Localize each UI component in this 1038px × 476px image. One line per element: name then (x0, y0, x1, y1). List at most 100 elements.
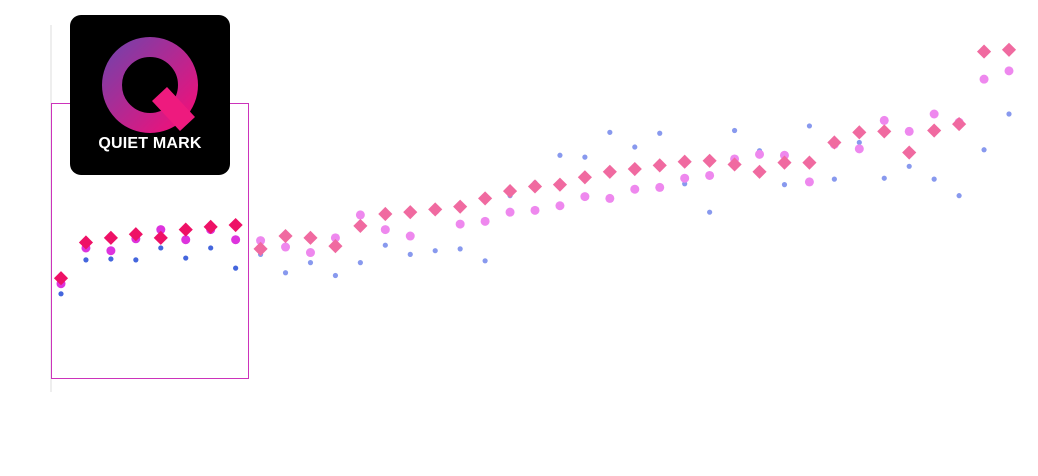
diamond-point (752, 164, 767, 179)
dot-point (607, 129, 613, 135)
diamond-point (802, 155, 817, 170)
circle-point (929, 109, 939, 119)
circle-point (405, 231, 415, 241)
circle-point (256, 236, 266, 246)
dot-point (781, 182, 788, 188)
diamond-point (627, 161, 642, 177)
circle-point (879, 115, 889, 125)
diamond-point (78, 235, 94, 250)
circle-point (779, 150, 789, 160)
circle-point (1004, 66, 1014, 76)
circle-point (755, 149, 765, 159)
circle-point (680, 173, 690, 183)
dot-point (332, 272, 339, 279)
chart-marks (53, 42, 1017, 297)
dot-point (931, 176, 937, 182)
diamond-point (502, 183, 518, 199)
diamond-point (527, 179, 543, 194)
diamond-point (178, 222, 193, 237)
diamond-point (577, 170, 592, 185)
dot-point (382, 242, 388, 248)
circle-point (330, 233, 340, 243)
dot-point (307, 260, 314, 266)
dot-point (233, 265, 239, 271)
q-logo-icon (102, 37, 198, 133)
dot-point (482, 258, 488, 264)
circle-point (854, 144, 864, 154)
dot-point (282, 270, 289, 276)
diamond-point (976, 44, 992, 59)
diamond-point (328, 239, 343, 254)
diamond-point (303, 230, 318, 245)
diamond-point (552, 177, 568, 192)
dot-point (133, 257, 139, 263)
circle-point (530, 205, 540, 215)
dot-point (881, 175, 887, 181)
dot-point (357, 260, 363, 266)
circle-point (979, 74, 989, 84)
dot-point (1006, 111, 1012, 117)
dot-point (407, 251, 413, 257)
diamond-point (253, 241, 268, 256)
circle-point (455, 219, 465, 229)
circle-point (630, 184, 640, 194)
diamond-point (952, 117, 967, 132)
dot-point (632, 144, 638, 150)
dot-point (831, 176, 837, 182)
diamond-point (702, 153, 717, 168)
diamond-point (153, 230, 168, 245)
diamond-point (353, 218, 368, 234)
circle-point (156, 225, 166, 235)
dot-point (83, 257, 89, 263)
dot-point (906, 163, 912, 169)
circle-point (181, 235, 191, 245)
dot-point (58, 291, 64, 297)
logo-text: QUIET MARK (98, 135, 202, 152)
dot-point (981, 147, 987, 153)
diamond-point (453, 199, 468, 214)
dot-point (457, 246, 463, 252)
circle-point (480, 216, 490, 226)
circle-point (305, 248, 315, 258)
diamond-point (852, 125, 867, 140)
circle-point (580, 192, 590, 202)
diamond-point (727, 157, 742, 172)
circle-point (655, 182, 665, 192)
dot-point (158, 245, 164, 251)
diamond-point (927, 123, 942, 138)
dot-point (806, 123, 813, 129)
circle-point (804, 177, 814, 187)
dot-point (956, 193, 962, 199)
circle-point (281, 242, 291, 252)
circle-point (355, 210, 365, 220)
diamond-point (478, 191, 493, 206)
circle-point (705, 170, 715, 180)
circle-point (106, 246, 116, 256)
diamond-point (278, 228, 293, 244)
diamond-point (428, 202, 443, 217)
diamond-point (203, 219, 218, 234)
dot-point (557, 152, 563, 158)
circle-point (380, 225, 390, 235)
diamond-point (677, 154, 692, 169)
circle-point (904, 126, 914, 136)
diamond-point (877, 124, 892, 139)
diamond-point (602, 164, 617, 179)
diamond-point (777, 155, 792, 170)
diamond-point (827, 135, 842, 150)
diamond-point (652, 158, 667, 173)
circle-point (555, 201, 565, 211)
dot-point (707, 209, 713, 215)
dot-point (108, 256, 114, 262)
circle-point (505, 207, 515, 217)
dot-point (183, 255, 189, 261)
diamond-point (403, 205, 418, 220)
dot-point (856, 139, 862, 146)
quiet-mark-logo: QUIET MARK (70, 15, 230, 175)
circle-point (605, 193, 615, 203)
dot-point (432, 248, 438, 254)
dot-point (582, 154, 588, 160)
diamond-point (228, 217, 243, 233)
diamond-point (103, 230, 118, 245)
